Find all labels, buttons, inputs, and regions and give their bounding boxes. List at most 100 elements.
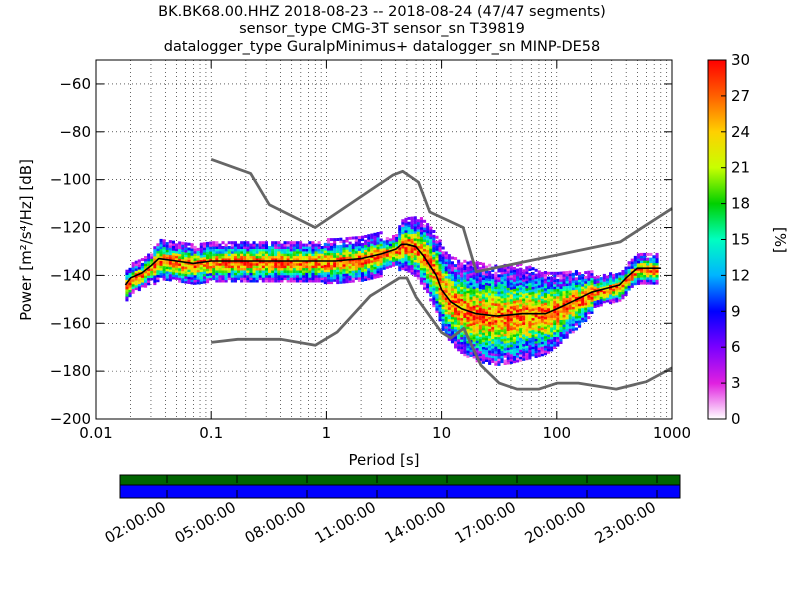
psd-density-cell — [153, 274, 157, 278]
psd-density-cell — [444, 297, 448, 300]
psd-density-cell — [404, 265, 408, 269]
psd-density-cell — [323, 266, 327, 270]
psd-density-cell — [534, 268, 538, 272]
psd-density-cell — [559, 293, 563, 297]
psd-density-cell — [537, 287, 541, 291]
psd-density-cell — [612, 300, 616, 304]
psd-density-cell — [503, 299, 507, 303]
psd-density-cell — [388, 257, 392, 261]
psd-density-cell — [540, 295, 544, 299]
psd-density-cell — [243, 267, 247, 271]
psd-density-cell — [469, 294, 473, 298]
psd-density-cell — [150, 277, 154, 281]
psd-density-cell — [481, 310, 485, 314]
psd-density-cell — [547, 281, 551, 285]
psd-density-cell — [500, 288, 504, 292]
psd-density-cell — [413, 240, 417, 244]
psd-density-cell — [485, 325, 489, 329]
psd-density-cell — [571, 311, 575, 315]
psd-density-cell — [516, 340, 520, 344]
psd-density-cell — [556, 281, 560, 285]
psd-density-cell — [525, 347, 529, 351]
psd-density-cell — [295, 265, 299, 269]
psd-density-cell — [571, 292, 575, 295]
psd-density-cell — [618, 289, 622, 293]
psd-density-cell — [503, 275, 507, 279]
psd-density-cell — [457, 319, 461, 323]
psd-density-cell — [255, 246, 259, 249]
psd-density-cell — [618, 274, 622, 278]
psd-density-cell — [472, 298, 476, 301]
psd-density-cell — [162, 270, 166, 274]
psd-density-cell — [429, 245, 433, 249]
psd-density-cell — [556, 322, 560, 325]
psd-density-cell — [528, 330, 532, 334]
psd-density-cell — [584, 283, 588, 287]
psd-density-cell — [488, 347, 492, 351]
psd-density-cell — [481, 322, 485, 326]
psd-density-cell — [320, 257, 324, 261]
psd-density-cell — [516, 345, 520, 349]
psd-density-cell — [649, 260, 653, 264]
psd-density-cell — [190, 276, 194, 280]
psd-density-cell — [485, 299, 489, 303]
psd-density-cell — [506, 354, 510, 358]
psd-density-cell — [509, 325, 513, 328]
psd-density-cell — [299, 265, 303, 269]
psd-density-cell — [202, 259, 206, 262]
psd-density-cell — [181, 265, 185, 269]
psd-density-cell — [435, 307, 439, 311]
psd-density-cell — [131, 266, 135, 270]
psd-density-cell — [181, 256, 185, 260]
psd-density-cell — [153, 251, 157, 254]
psd-density-cell — [382, 240, 386, 244]
psd-density-cell — [202, 247, 206, 251]
psd-density-cell — [370, 245, 374, 249]
psd-density-cell — [537, 337, 541, 341]
psd-density-cell — [314, 277, 318, 281]
psd-density-cell — [537, 284, 541, 288]
psd-density-cell — [354, 253, 358, 256]
psd-density-cell — [646, 279, 650, 283]
psd-density-cell — [491, 302, 495, 306]
psd-density-cell — [153, 248, 157, 252]
psd-density-cell — [184, 247, 188, 251]
psd-density-cell — [295, 272, 299, 276]
psd-density-cell — [481, 336, 485, 340]
colorbar-tick-label: 18 — [731, 195, 750, 213]
psd-density-cell — [454, 340, 458, 344]
psd-density-cell — [447, 311, 451, 315]
psd-density-cell — [497, 281, 501, 285]
psd-density-cell — [547, 283, 551, 287]
psd-density-cell — [193, 253, 197, 257]
psd-density-cell — [475, 266, 479, 269]
psd-density-cell — [531, 279, 535, 283]
psd-density-cell — [237, 277, 241, 281]
psd-density-cell — [305, 267, 309, 271]
psd-density-cell — [361, 235, 365, 239]
psd-density-cell — [494, 329, 498, 333]
psd-density-cell — [472, 283, 476, 287]
psd-density-cell — [519, 306, 523, 309]
psd-density-cell — [509, 301, 513, 304]
psd-density-cell — [187, 254, 191, 258]
psd-density-cell — [128, 270, 132, 274]
psd-density-cell — [432, 287, 436, 291]
psd-density-cell — [516, 273, 520, 277]
psd-density-cell — [506, 277, 510, 281]
psd-density-cell — [435, 247, 439, 251]
psd-density-cell — [652, 255, 656, 259]
psd-density-cell — [289, 274, 293, 278]
psd-density-cell — [466, 268, 470, 272]
psd-density-cell — [435, 235, 439, 239]
psd-density-cell — [333, 247, 337, 251]
psd-density-cell — [500, 319, 504, 323]
psd-density-cell — [199, 278, 203, 282]
psd-density-cell — [249, 262, 253, 266]
psd-density-cell — [615, 273, 619, 277]
psd-density-cell — [175, 255, 179, 259]
psd-density-cell — [199, 261, 203, 265]
psd-density-cell — [463, 300, 467, 304]
psd-density-cell — [159, 262, 163, 266]
psd-density-cell — [376, 246, 380, 250]
